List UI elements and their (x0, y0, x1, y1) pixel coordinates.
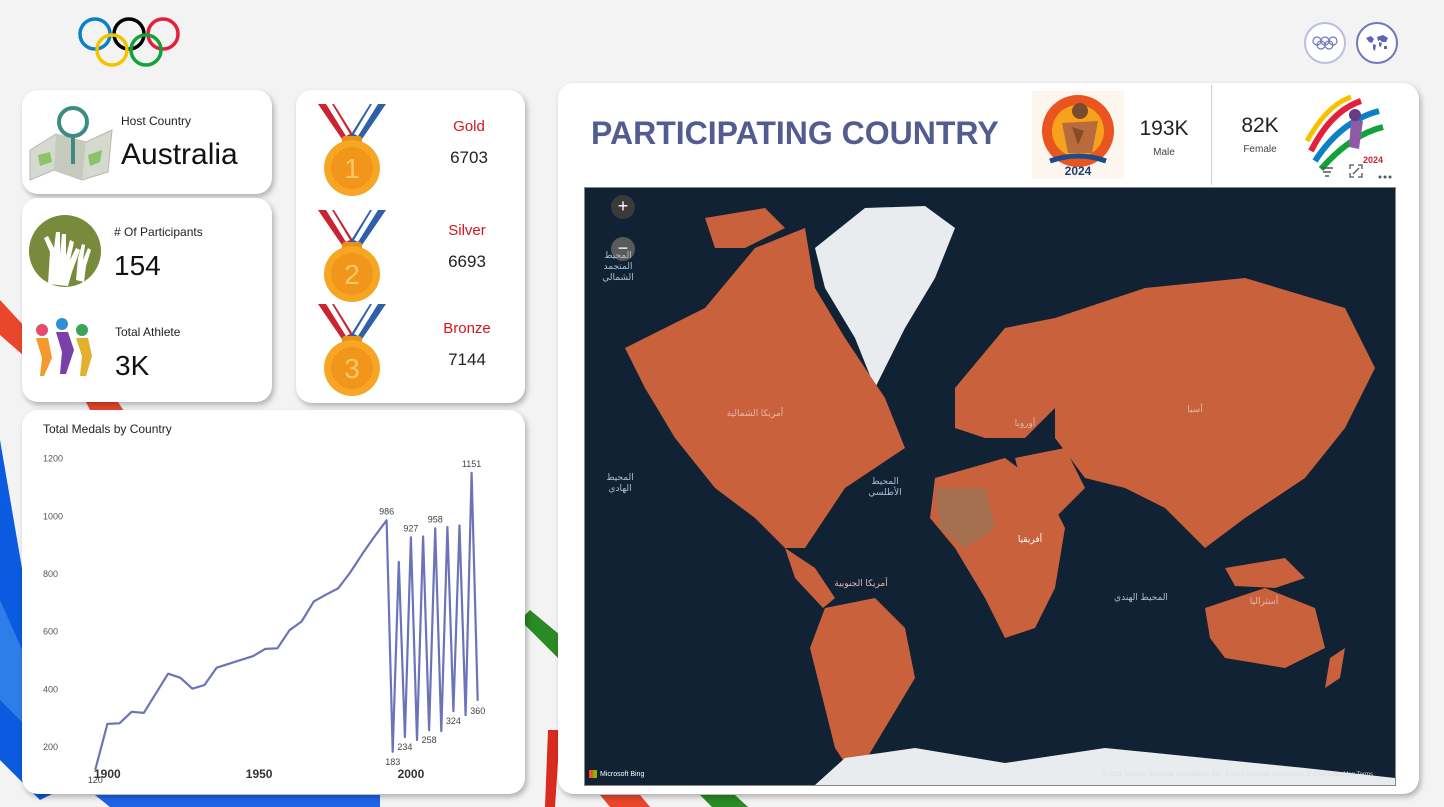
more-options-icon[interactable] (1377, 167, 1393, 179)
label-arctic-ocean: المحيط المتجمد الشمالي (602, 250, 634, 282)
microsoft-logo-icon (589, 770, 597, 778)
svg-text:3: 3 (344, 353, 360, 384)
y-tick-label: 200 (43, 742, 58, 752)
female-label: Female (1243, 144, 1277, 155)
host-country-value: Australia (121, 138, 238, 171)
chart-title: Total Medals by Country (43, 422, 172, 436)
medals-series-line (94, 471, 479, 771)
male-athlete-poster: 2024 (1032, 91, 1124, 179)
silver-medal-icon: 2 (314, 208, 390, 304)
zoom-out-button[interactable]: − (611, 237, 635, 261)
gold-label: Gold (453, 118, 485, 135)
microsoft-bing-logo: Microsoft Bing (589, 770, 644, 778)
filter-icon[interactable] (1320, 165, 1334, 177)
olympic-rings-button[interactable] (1304, 22, 1346, 64)
data-label: 234 (397, 742, 412, 752)
total-medals-line-chart[interactable]: Total Medals by Country 200 400 600 800 1000… (22, 410, 525, 794)
x-tick-label: 1900 (94, 767, 121, 781)
label-australia: أستراليا (1249, 596, 1279, 606)
zoom-in-button[interactable]: + (611, 195, 635, 219)
bronze-medal-icon: 3 (314, 302, 390, 398)
y-tick-label: 800 (43, 569, 58, 579)
gold-medal-icon: 1 (314, 102, 390, 198)
map-pin-icon (28, 100, 114, 182)
y-tick-label: 600 (43, 627, 58, 637)
world-map-icon (1366, 35, 1388, 51)
silver-label: Silver (448, 222, 486, 239)
participating-country-card: PARTICIPATING COUNTRY 2024 193K Male 82K… (558, 83, 1419, 794)
participants-value: 154 (114, 250, 161, 281)
data-label: 958 (428, 514, 443, 524)
y-tick-label: 1200 (43, 454, 63, 464)
data-label: 1151 (462, 459, 481, 469)
svg-text:2: 2 (344, 259, 360, 290)
svg-text:2024: 2024 (1065, 164, 1092, 178)
world-map-button[interactable] (1356, 22, 1398, 64)
participants-label: # Of Participants (114, 225, 203, 239)
bronze-value: 7144 (448, 350, 486, 369)
label-europe: أوروبا (1014, 418, 1036, 428)
silver-value: 6693 (448, 252, 486, 271)
bronze-label: Bronze (443, 320, 491, 337)
total-medals-chart-card: Total Medals by Country 200 400 600 800 1000… (22, 410, 525, 794)
athletes-icon (28, 310, 98, 380)
data-label: 120 (88, 775, 103, 785)
athletes-label: Total Athlete (115, 325, 181, 339)
data-label: 927 (403, 523, 418, 533)
participants-card: # Of Participants 154 Total Athlete 3K (22, 198, 272, 402)
label-africa: أفريقيا (1017, 534, 1043, 544)
female-value: 82K (1241, 114, 1279, 137)
label-atlantic-ocean: المحيط الأطلسي (868, 476, 902, 497)
focus-mode-icon[interactable] (1349, 164, 1363, 178)
y-tick-label: 400 (43, 684, 58, 694)
data-label: 324 (446, 716, 461, 726)
label-north-america: أمريكا الشمالية (726, 408, 784, 418)
map-title: PARTICIPATING COUNTRY (591, 115, 999, 151)
x-tick-label: 1950 (246, 767, 273, 781)
label-indian-ocean: المحيط الهندي (1114, 592, 1168, 602)
gender-divider (1211, 85, 1212, 185)
athletes-value: 3K (115, 350, 150, 381)
label-pacific-ocean: المحيط الهادي (606, 472, 634, 493)
gold-value: 6703 (450, 148, 488, 167)
raised-hands-icon (28, 214, 102, 288)
data-label: 986 (379, 506, 394, 516)
male-value: 193K (1139, 117, 1189, 140)
data-label: 258 (422, 735, 437, 745)
x-tick-label: 2000 (398, 767, 425, 781)
y-tick-label: 1000 (43, 511, 63, 521)
data-label: 183 (385, 757, 400, 767)
host-country-label: Host Country (121, 114, 192, 128)
rings-icon (1312, 36, 1338, 50)
male-label: Male (1153, 147, 1175, 158)
medals-card: 1 Gold 6703 2 Silver 6693 3 Bronze 7 (296, 90, 525, 403)
map-attribution[interactable]: © 2025 TomTom, Earthstar Geographics SIO… (1102, 772, 1374, 778)
data-label: 360 (470, 706, 485, 716)
world-map[interactable]: + − المحيط المتجمد الشمالي أمريكا الشمال… (584, 187, 1396, 786)
bing-label: Microsoft Bing (600, 770, 645, 778)
female-athlete-poster: 2024 (1301, 91, 1389, 177)
host-country-card: Host Country Australia (22, 90, 272, 194)
svg-text:1: 1 (344, 153, 360, 184)
label-asia: آسيا (1187, 404, 1203, 414)
svg-text:2024: 2024 (1363, 155, 1383, 165)
olympic-rings-logo (76, 16, 182, 70)
label-south-america: أمريكا الجنوبية (834, 578, 888, 588)
